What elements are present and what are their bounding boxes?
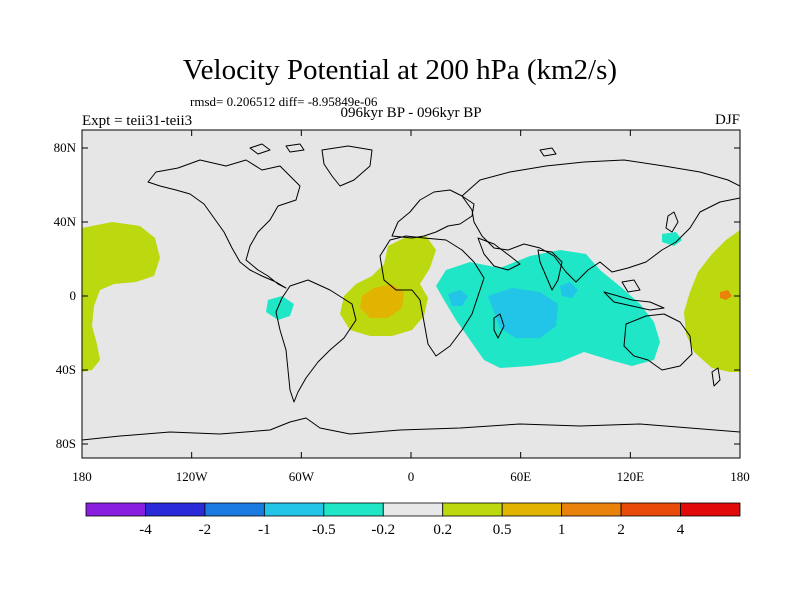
lon-tick-label: 120E xyxy=(617,469,645,484)
lat-tick-label: 80N xyxy=(54,140,77,155)
lon-tick-label: 60W xyxy=(289,469,315,484)
coast-europe xyxy=(391,189,475,239)
map-title: Velocity Potential at 200 hPa (km2/s) xyxy=(182,54,618,86)
coast-north-america xyxy=(147,159,301,289)
coast-arabia xyxy=(477,237,521,271)
colorbar-swatch xyxy=(382,502,444,517)
lon-tick-label: 120W xyxy=(176,469,209,484)
coast-asia xyxy=(461,159,740,283)
colorbar-swatch xyxy=(263,502,325,517)
coast-antarctica xyxy=(82,417,740,441)
colorbar-swatch xyxy=(501,502,563,517)
coastlines xyxy=(82,143,740,441)
coast-india xyxy=(537,249,563,291)
positive-core-west-pacific xyxy=(720,290,732,300)
lon-tick-label: 180 xyxy=(730,469,750,484)
negative-core-indian xyxy=(488,288,558,338)
colorbar-label: 2 xyxy=(617,522,625,538)
colorbar-swatch xyxy=(442,502,503,517)
colorbar: -4 -2 -1 -0.5 -0.2 0.2 0.5 1 2 4 xyxy=(85,502,741,538)
lon-tick-label: 0 xyxy=(408,469,415,484)
stats-label: rmsd= 0.206512 diff= -8.95849e-06 xyxy=(190,94,378,109)
colorbar-label: 1 xyxy=(558,522,566,538)
lon-tick-label: 60E xyxy=(510,469,531,484)
positive-core-atlantic xyxy=(360,284,404,318)
colorbar-swatch xyxy=(145,502,206,517)
colorbar-swatch xyxy=(561,502,622,517)
lat-tick-label: 40S xyxy=(56,362,76,377)
coast-indonesia xyxy=(603,279,665,311)
colorbar-label: 0.2 xyxy=(433,522,452,538)
coast-australia xyxy=(623,313,693,371)
negative-core-indian-east xyxy=(560,282,578,298)
colorbar-swatch xyxy=(85,502,146,517)
colorbar-label: -0.5 xyxy=(312,522,336,538)
colorbar-label: -2 xyxy=(199,522,212,538)
coast-greenland xyxy=(321,145,373,187)
coast-arctic-islands xyxy=(249,143,557,157)
colorbar-swatch xyxy=(204,502,265,517)
colorbar-label: -4 xyxy=(139,522,152,538)
coast-japan xyxy=(665,211,679,233)
lat-tick-label: 0 xyxy=(70,288,77,303)
axis-ticks: 80N 40N 0 40S 80S 180 120W 60W 0 60E 120E 180 xyxy=(54,130,750,484)
coast-africa xyxy=(379,235,485,357)
negative-anomaly-peru xyxy=(266,296,294,320)
coast-south-america xyxy=(275,279,357,403)
coast-new-zealand xyxy=(711,367,721,387)
colorbar-label: -0.2 xyxy=(371,522,395,538)
positive-anomaly-pacific xyxy=(82,222,160,372)
colorbar-label: 4 xyxy=(677,522,685,538)
colorbar-swatch xyxy=(680,502,741,517)
lon-tick-label: 180 xyxy=(72,469,92,484)
colorbar-swatch xyxy=(620,502,681,517)
season-label: DJF xyxy=(714,112,740,128)
period-label: 096kyr BP - 096kyr BP xyxy=(340,105,482,121)
positive-anomaly-west-pacific xyxy=(684,230,740,372)
lat-tick-label: 40N xyxy=(54,214,77,229)
negative-anomaly-japan xyxy=(662,232,682,246)
lat-tick-label: 80S xyxy=(56,436,76,451)
colorbar-label: 0.5 xyxy=(493,522,512,538)
contour-fills xyxy=(82,222,740,372)
experiment-label: Expt = teii31-teii3 xyxy=(82,113,193,129)
colorbar-swatch xyxy=(323,502,384,517)
colorbar-label: -1 xyxy=(258,522,271,538)
coast-madagascar xyxy=(493,313,505,339)
negative-core-indian-west xyxy=(448,290,468,306)
